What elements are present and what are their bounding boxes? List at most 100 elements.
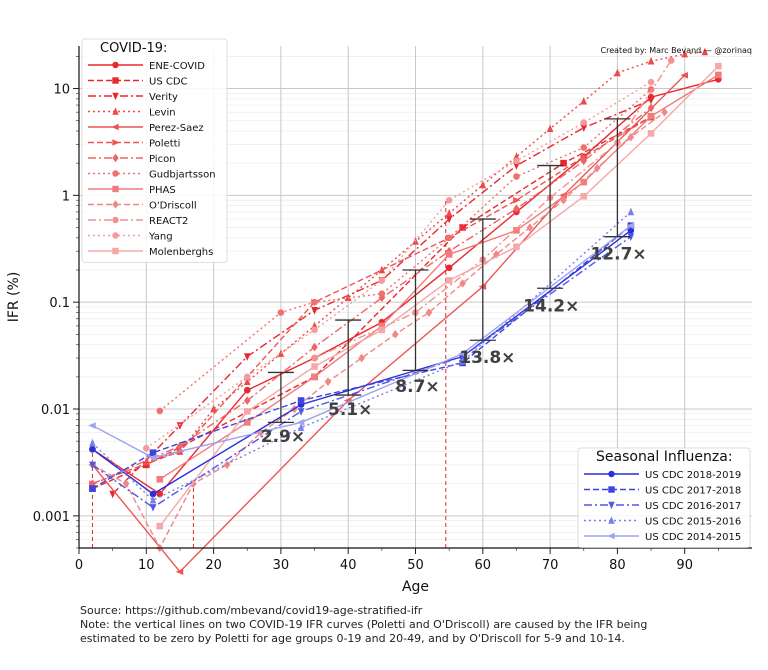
- marker-triangle-up: [647, 56, 655, 65]
- marker-square: [243, 419, 251, 426]
- marker-diamond: [176, 441, 184, 451]
- marker-triangle-right: [513, 196, 521, 204]
- covid-series-line: [314, 60, 672, 359]
- marker-square: [112, 77, 119, 84]
- marker-diamond: [112, 200, 119, 209]
- legend-entry-label: Gudbjartsson: [149, 170, 216, 181]
- marker-circle: [156, 490, 164, 498]
- marker-circle: [112, 170, 119, 177]
- marker-triangle-up: [546, 124, 554, 133]
- marker-circle: [647, 78, 655, 86]
- y-axis-label: IFR (%): [6, 272, 22, 323]
- marker-triangle-down: [297, 408, 305, 416]
- covid-series-line: [145, 81, 652, 449]
- note-line-2: estimated to be zero by Poletti for age …: [80, 632, 625, 645]
- source-line: Source: https://github.com/mbevand/covid…: [80, 604, 423, 617]
- marker-square: [715, 62, 722, 70]
- marker-square: [297, 397, 305, 404]
- marker-circle: [608, 470, 615, 478]
- marker-triangle-left: [175, 568, 184, 576]
- marker-circle: [378, 277, 386, 284]
- x-tick-label: 30: [273, 558, 290, 573]
- flu-series: [88, 222, 635, 462]
- ratio-label: 12.7×: [590, 245, 646, 265]
- legend-entry-label: Levin: [149, 108, 176, 119]
- legend-frame: [81, 38, 228, 263]
- marker-triangle-up: [89, 438, 96, 447]
- legend-entry-label: Poletti: [149, 139, 180, 150]
- ratio-label: 8.7×: [395, 377, 439, 397]
- marker-triangle-up: [445, 208, 453, 217]
- covid-series: [89, 103, 655, 488]
- marker-circle: [112, 232, 119, 239]
- marker-diamond: [223, 460, 231, 470]
- x-tick-label: 20: [205, 558, 222, 573]
- marker-square: [580, 192, 588, 200]
- marker-triangle-down: [580, 124, 588, 132]
- marker-square: [647, 112, 655, 120]
- covid-series-line: [92, 111, 665, 550]
- x-tick-label: 70: [542, 558, 559, 573]
- marker-circle: [112, 61, 119, 69]
- legend-entry-label: REACT2: [149, 216, 188, 227]
- marker-square: [715, 71, 722, 79]
- legend-title: COVID-19:: [100, 41, 167, 56]
- marker-diamond: [593, 163, 601, 173]
- legend-entry-label: US CDC 2015-2016: [645, 517, 741, 528]
- marker-diamond: [358, 353, 365, 363]
- marker-diamond: [190, 479, 197, 488]
- marker-triangle-left: [626, 222, 635, 229]
- marker-circle: [513, 157, 520, 165]
- x-tick-label: 40: [340, 558, 357, 573]
- marker-square: [156, 475, 164, 483]
- marker-triangle-up: [614, 68, 621, 77]
- marker-circle: [143, 444, 150, 452]
- marker-triangle-up: [580, 96, 588, 105]
- marker-triangle-up: [112, 107, 119, 115]
- marker-circle: [445, 234, 453, 242]
- marker-diamond: [627, 132, 635, 142]
- y-tick-label: 0.01: [41, 403, 70, 418]
- marker-triangle-down: [627, 233, 635, 242]
- legend-flu: Seasonal Influenza: US CDC 2018-2019 US CD…: [577, 447, 751, 548]
- marker-diamond: [513, 204, 520, 213]
- marker-triangle-down: [608, 501, 615, 510]
- covid-series-line: [146, 51, 705, 463]
- axes: 0.001 0.01 0.1 1 10 0 10 20 30 40 50 60 70 80 90 Age IFR…: [6, 46, 752, 595]
- marker-square: [311, 373, 318, 381]
- marker-circle: [243, 373, 251, 381]
- legend-entry-label: Molenberghs: [149, 247, 213, 258]
- marker-square: [647, 130, 655, 137]
- legend-frame: [577, 447, 751, 548]
- marker-circle: [513, 173, 520, 180]
- marker-triangle-up: [681, 49, 688, 58]
- marker-square: [243, 408, 251, 415]
- x-tick-label: 60: [475, 558, 492, 573]
- marker-triangle-up: [277, 349, 285, 357]
- marker-triangle-right: [112, 139, 120, 146]
- ratio-label: 14.2×: [523, 296, 579, 316]
- marker-triangle-down: [89, 461, 96, 470]
- marker-circle: [378, 290, 386, 298]
- marker-square: [156, 522, 164, 530]
- marker-circle: [647, 86, 655, 93]
- marker-square: [112, 185, 119, 193]
- note-line-1: Note: the vertical lines on two COVID-19…: [80, 618, 648, 631]
- marker-triangle-down: [243, 353, 251, 361]
- flu-series: [89, 233, 635, 512]
- ratio-label: 5.1×: [328, 400, 372, 420]
- marker-triangle-down: [513, 162, 520, 170]
- marker-square: [378, 322, 386, 330]
- flu-series-line: [92, 211, 632, 502]
- covid-series-line: [159, 74, 719, 480]
- marker-diamond: [112, 153, 119, 163]
- marker-diamond: [560, 195, 567, 205]
- y-tick-label: 10: [53, 83, 70, 98]
- marker-triangle-left: [680, 71, 688, 79]
- marker-circle: [580, 119, 588, 126]
- marker-diamond: [122, 479, 130, 488]
- ratio-bars: 2.9× 5.1× 8.7× 13.8× 14.2× 12.7×: [261, 118, 647, 447]
- marker-circle: [445, 196, 453, 204]
- marker-diamond: [661, 107, 668, 117]
